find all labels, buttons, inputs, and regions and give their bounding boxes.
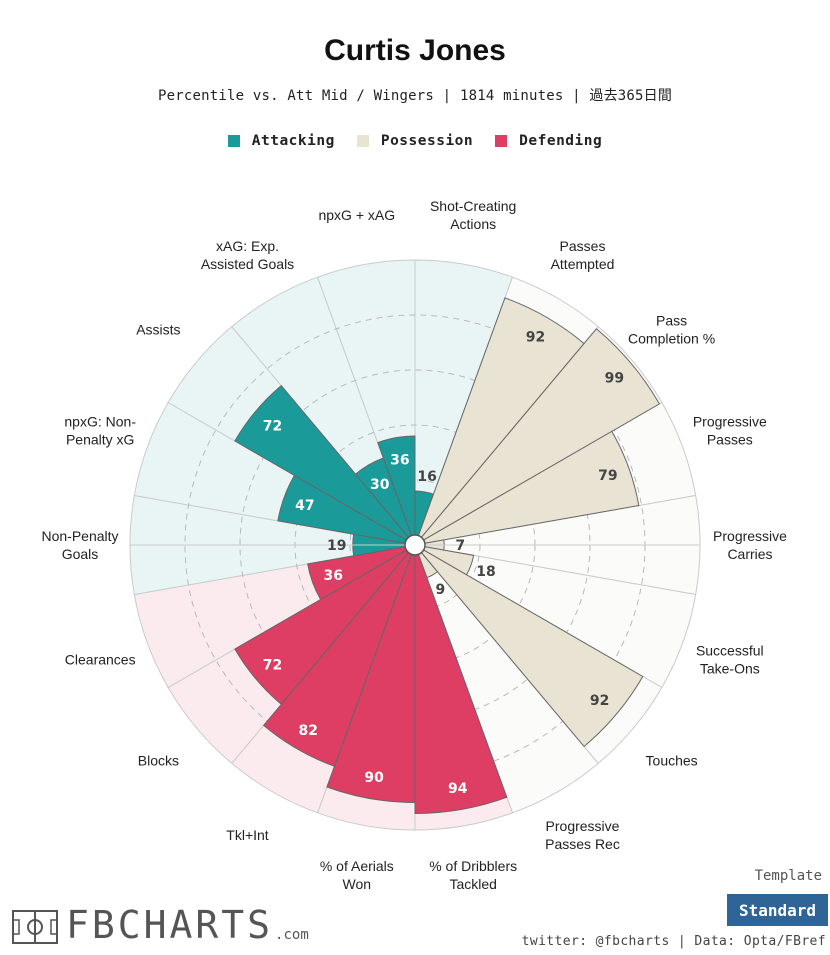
value-label-of-aerials-won: 90	[364, 770, 384, 786]
legend-item-defending: Defending	[495, 133, 602, 149]
category-label-pass-completion: Pass Completion %	[628, 313, 715, 347]
category-label-tkl-int: Tkl+Int	[226, 827, 269, 843]
legend-swatch-attacking	[227, 135, 240, 147]
legend-label-defending: Defending	[519, 133, 603, 149]
category-label-touches: Touches	[646, 752, 698, 768]
category-label-passes-attempted: Passes Attempted	[551, 238, 615, 272]
chart-subtitle: Percentile vs. Att Mid / Wingers | 1814 …	[157, 88, 673, 104]
category-label-blocks: Blocks	[138, 752, 179, 768]
legend-label-possession: Possession	[380, 133, 474, 149]
category-label-xag-exp-assisted-goals: xAG: Exp. Assisted Goals	[201, 238, 294, 272]
template-standard-button[interactable]: Standard	[727, 894, 828, 926]
value-label-xag-exp-assisted-goals: 30	[370, 477, 390, 493]
category-label-assists: Assists	[136, 322, 180, 338]
category-label-clearances: Clearances	[65, 652, 136, 668]
category-label-successful-take-ons: Successful Take-Ons	[696, 643, 764, 677]
value-label-successful-take-ons: 18	[476, 564, 495, 580]
category-label-shot-creating-actions: Shot-Creating Actions	[430, 198, 516, 232]
value-label-clearances: 36	[324, 568, 343, 584]
value-label-progressive-carries: 7	[455, 538, 465, 554]
category-label-of-aerials-won: % of Aerials Won	[320, 858, 394, 892]
value-label-pass-completion: 99	[605, 371, 624, 387]
legend: Attacking Possession Defending	[0, 133, 830, 149]
value-label-progressive-passes: 79	[598, 468, 617, 484]
value-label-shot-creating-actions: 16	[417, 469, 436, 485]
value-label-non-penalty-goals: 19	[327, 538, 346, 554]
value-label-passes-attempted: 92	[526, 329, 545, 345]
category-label-npxg-non-penalty-xg: npxG: Non-Penalty xG	[64, 413, 136, 447]
category-label-npxg-xag: npxG + xAG	[318, 207, 395, 223]
category-label-progressive-passes: Progressive Passes	[693, 413, 767, 447]
value-label-touches: 92	[590, 693, 609, 709]
chart-title: Curtis Jones	[324, 34, 506, 67]
data-credit: twitter: @fbcharts | Data: Opta/FBref	[521, 934, 826, 949]
value-label-blocks: 72	[263, 658, 282, 674]
category-label-progressive-passes-rec: Progressive Passes Rec	[545, 818, 620, 852]
value-label-tkl-int: 82	[299, 723, 318, 739]
legend-swatch-possession	[356, 135, 369, 147]
legend-swatch-defending	[495, 135, 508, 147]
value-label-npxg-xag: 36	[390, 452, 409, 468]
template-label: Template	[754, 868, 822, 884]
legend-label-attacking: Attacking	[251, 133, 335, 149]
legend-item-attacking: Attacking	[227, 133, 335, 149]
value-label-assists: 72	[263, 418, 282, 434]
value-label-progressive-passes-rec: 9	[436, 582, 446, 598]
legend-item-possession: Possession	[356, 133, 474, 149]
category-label-non-penalty-goals: Non-Penalty Goals	[41, 528, 118, 562]
category-label-of-dribblers-tackled: % of Dribblers Tackled	[429, 858, 517, 892]
fbcharts-logo: FBCHARTS .com	[12, 906, 309, 944]
pitch-icon	[12, 910, 58, 944]
value-label-of-dribblers-tackled: 94	[448, 781, 468, 797]
category-label-progressive-carries: Progressive Carries	[713, 528, 787, 562]
value-label-npxg-non-penalty-xg: 47	[295, 498, 314, 514]
logo-suffix: .com	[275, 927, 309, 943]
logo-wordmark: FBCHARTS	[66, 903, 274, 947]
center-circle	[404, 534, 426, 556]
